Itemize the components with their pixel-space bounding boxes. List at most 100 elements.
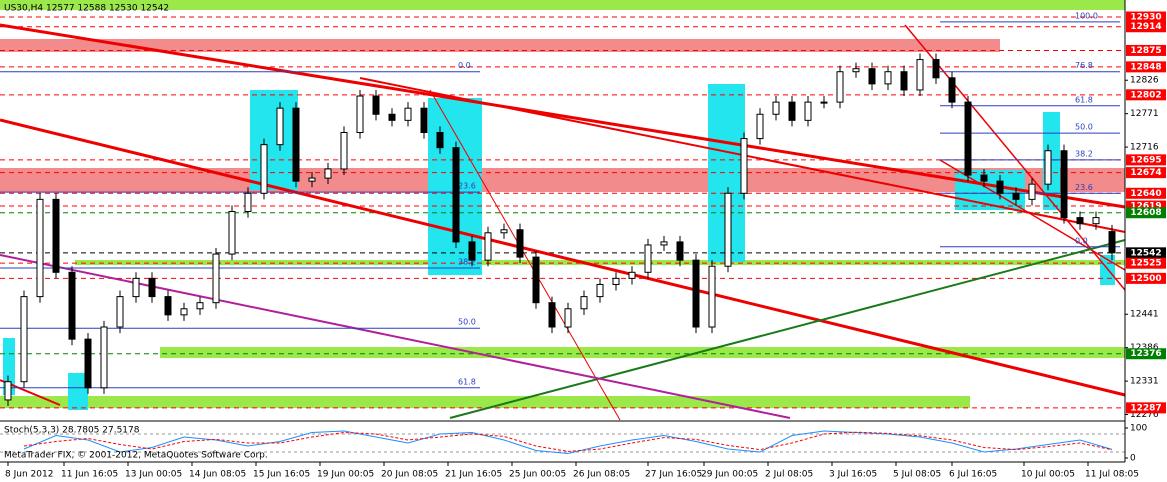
candle-body bbox=[148, 277, 156, 298]
candle-body bbox=[36, 198, 44, 298]
fib-label: 23.6 bbox=[458, 182, 476, 191]
candle-body bbox=[724, 192, 732, 267]
fib-label: 61.8 bbox=[458, 377, 476, 386]
x-tick-label: 6 Jul 16:05 bbox=[949, 470, 997, 480]
candle-body bbox=[772, 101, 780, 115]
candle-body bbox=[1092, 217, 1100, 225]
level-box bbox=[1126, 61, 1166, 73]
candle-body bbox=[196, 302, 204, 310]
trendline bbox=[939, 159, 1126, 271]
candle-body bbox=[20, 296, 28, 383]
candle-body bbox=[740, 138, 748, 194]
x-tick-label: 21 Jun 16:05 bbox=[445, 470, 502, 480]
candle-body bbox=[452, 147, 460, 243]
candle-body bbox=[788, 101, 796, 121]
y-tick-label: 12331 bbox=[1130, 377, 1159, 387]
candle-body bbox=[404, 107, 412, 121]
level-box bbox=[1126, 200, 1166, 212]
candle-body bbox=[356, 95, 364, 134]
level-box bbox=[1126, 167, 1166, 179]
trendline bbox=[904, 24, 1126, 291]
fib-label: 61.8 bbox=[1075, 95, 1093, 104]
level-box bbox=[1126, 89, 1166, 101]
y-tick-label: 12826 bbox=[1130, 76, 1159, 86]
level-label: 12525 bbox=[1130, 259, 1161, 269]
stoch-line bbox=[23, 430, 1113, 455]
candle-body bbox=[1028, 183, 1036, 200]
level-box bbox=[1126, 187, 1166, 199]
candle-body bbox=[516, 229, 524, 258]
candle-body bbox=[852, 68, 860, 73]
candle-body bbox=[436, 132, 444, 149]
trendline bbox=[429, 89, 621, 421]
x-tick-label: 19 Jun 00:05 bbox=[317, 470, 374, 480]
trendline bbox=[0, 118, 1126, 397]
candle-body bbox=[1108, 231, 1116, 254]
x-tick-label: 11 Jun 16:05 bbox=[61, 470, 118, 480]
chart-title: US30,H4 12577 12588 12530 12542 bbox=[4, 4, 169, 14]
level-box bbox=[1126, 44, 1166, 56]
x-tick-label: 8 Jun 2012 bbox=[5, 470, 53, 480]
trendline bbox=[0, 23, 1126, 209]
x-tick-label: 3 Jul 16:05 bbox=[829, 470, 877, 480]
fib-label: 23.6 bbox=[1075, 183, 1093, 192]
x-tick-label: 5 Jul 08:05 bbox=[893, 470, 941, 480]
candle-body bbox=[596, 283, 604, 298]
indicator-title: Stoch(5,3,3) 28.7805 27.5178 bbox=[4, 426, 140, 436]
y-tick-label: 12386 bbox=[1130, 343, 1159, 353]
candle-body bbox=[468, 241, 476, 261]
zone bbox=[0, 168, 1125, 192]
level-label: 12376 bbox=[1130, 349, 1161, 359]
candle-body bbox=[660, 241, 668, 246]
stoch-line bbox=[23, 431, 1113, 452]
x-tick-label: 20 Jun 08:05 bbox=[381, 470, 438, 480]
trendlines bbox=[0, 23, 1126, 421]
y-tick-label: 12771 bbox=[1130, 109, 1159, 119]
candle-body bbox=[276, 107, 284, 146]
candle-body bbox=[372, 95, 380, 115]
candle-body bbox=[244, 192, 252, 213]
level-box bbox=[1126, 348, 1166, 360]
fib-label: 0.0 bbox=[1075, 236, 1088, 245]
level-label: 12619 bbox=[1130, 202, 1161, 212]
zone bbox=[0, 39, 1000, 52]
candle-body bbox=[1076, 217, 1084, 225]
level-box bbox=[1126, 257, 1166, 269]
candle-body bbox=[932, 59, 940, 79]
y-tick-label: 100 bbox=[1130, 424, 1147, 434]
candle-body bbox=[644, 244, 652, 273]
x-tick-label: 29 Jun 00:05 bbox=[701, 470, 758, 480]
x-tick-label: 14 Jun 08:05 bbox=[189, 470, 246, 480]
candle-body bbox=[532, 256, 540, 304]
candle-body bbox=[308, 177, 316, 182]
axes: 12826 12771 12716 12441 12386 12331 12276 12930… bbox=[5, 11, 1166, 480]
fib-label: 38.2 bbox=[1075, 149, 1093, 158]
zone bbox=[0, 396, 970, 408]
candle-body bbox=[180, 308, 188, 316]
candle-body bbox=[964, 101, 972, 176]
level-label: 12914 bbox=[1130, 22, 1161, 32]
levels bbox=[0, 16, 1125, 409]
candle-body bbox=[996, 180, 1004, 194]
candle-body bbox=[116, 296, 124, 328]
time-box bbox=[250, 90, 298, 190]
zone bbox=[160, 347, 1125, 358]
x-tick-label: 11 Jul 08:05 bbox=[1085, 470, 1139, 480]
candle-body bbox=[900, 71, 908, 91]
level-label: 12500 bbox=[1130, 274, 1161, 284]
level-label: 12608 bbox=[1130, 208, 1161, 218]
level-box bbox=[1126, 402, 1166, 414]
level-label: 12674 bbox=[1130, 168, 1161, 178]
candle-body bbox=[692, 259, 700, 328]
level-label: 12848 bbox=[1130, 62, 1161, 72]
candle-body bbox=[228, 211, 236, 255]
level-box bbox=[1126, 272, 1166, 284]
x-tick-label: 2 Jul 08:05 bbox=[765, 470, 813, 480]
candle-body bbox=[260, 144, 268, 194]
candle-body bbox=[500, 229, 508, 234]
candle-body bbox=[324, 168, 332, 179]
level-label: 12802 bbox=[1130, 90, 1161, 100]
y-tick-label: 12276 bbox=[1130, 410, 1159, 420]
level-box bbox=[1126, 11, 1166, 23]
